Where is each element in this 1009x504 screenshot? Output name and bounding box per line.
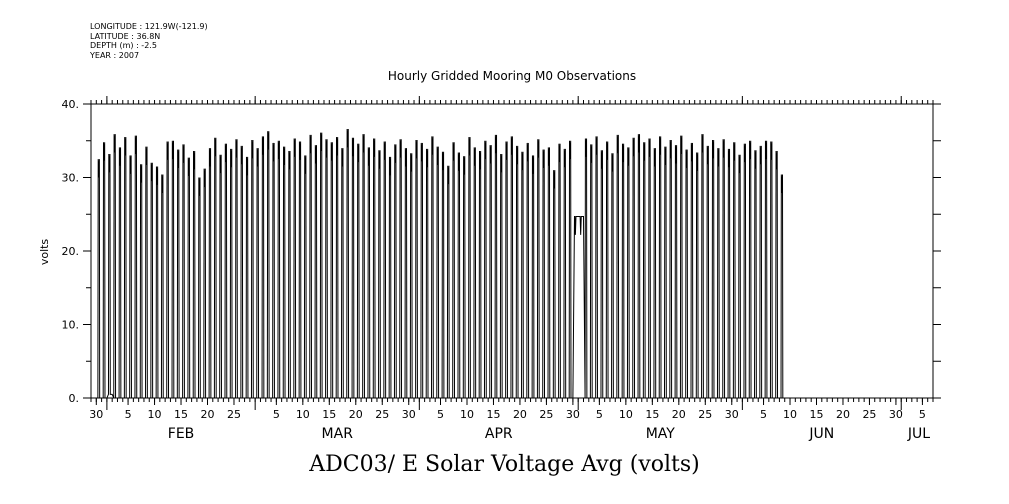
- x-tick-label: 5: [125, 408, 132, 421]
- x-tick-label: 20: [513, 408, 527, 421]
- voltage-series-line: [96, 128, 785, 399]
- x-tick-label: 20: [836, 408, 850, 421]
- month-label: MAR: [322, 426, 354, 442]
- depth-label: DEPTH (m) : -2.5: [90, 41, 157, 50]
- x-tick-label: 10: [783, 408, 797, 421]
- year-label: YEAR : 2007: [90, 50, 140, 60]
- x-tick-label: 20: [201, 408, 215, 421]
- x-tick-label: 25: [227, 408, 241, 421]
- x-tick-label: 30: [566, 408, 580, 421]
- month-label: FEB: [168, 426, 195, 442]
- x-tick-label: 25: [375, 408, 389, 421]
- mooring-metadata: LONGITUDE : 121.9W(-121.9) LATITUDE : 36…: [90, 22, 208, 60]
- y-tick-label: 40.: [62, 98, 80, 111]
- x-tick-label: 10: [619, 408, 633, 421]
- x-tick-label: 25: [698, 408, 712, 421]
- x-tick-label: 20: [672, 408, 686, 421]
- x-tick-label: 5: [919, 408, 926, 421]
- x-tick-label: 30: [725, 408, 739, 421]
- x-tick-label: 30: [889, 408, 903, 421]
- month-label: MAY: [646, 426, 676, 442]
- x-tick-label: 15: [322, 408, 336, 421]
- x-tick-label: 30: [89, 408, 103, 421]
- x-tick-label: 30: [402, 408, 416, 421]
- y-tick-label: 20.: [62, 245, 80, 258]
- chart-title: Hourly Gridded Mooring M0 Observations: [388, 69, 636, 83]
- x-tick-label: 15: [645, 408, 659, 421]
- x-tick-label: 15: [174, 408, 188, 421]
- y-tick-label: 30.: [62, 172, 80, 185]
- month-label: JUN: [808, 426, 834, 442]
- y-tick-label: 0.: [69, 392, 80, 405]
- x-tick-label: 20: [349, 408, 363, 421]
- x-tick-label: 15: [809, 408, 823, 421]
- x-tick-label: 10: [460, 408, 474, 421]
- month-label: JUL: [907, 426, 930, 442]
- x-tick-label: 25: [862, 408, 876, 421]
- x-tick-label: 5: [273, 408, 280, 421]
- latitude-label: LATITUDE : 36.8N: [90, 31, 161, 41]
- x-tick-label: 5: [437, 408, 444, 421]
- y-tick-label: 10.: [62, 319, 80, 332]
- x-tick-label: 10: [296, 408, 310, 421]
- variable-title: ADC03/ E Solar Voltage Avg (volts): [309, 452, 700, 477]
- x-tick-label: 10: [148, 408, 162, 421]
- x-tick-label: 5: [596, 408, 603, 421]
- x-tick-label: 25: [539, 408, 553, 421]
- x-tick-label: 5: [760, 408, 767, 421]
- month-label: APR: [485, 426, 513, 442]
- x-tick-label: 15: [486, 408, 500, 421]
- longitude-label: LONGITUDE : 121.9W(-121.9): [90, 22, 208, 31]
- y-axis-label: volts: [38, 239, 51, 266]
